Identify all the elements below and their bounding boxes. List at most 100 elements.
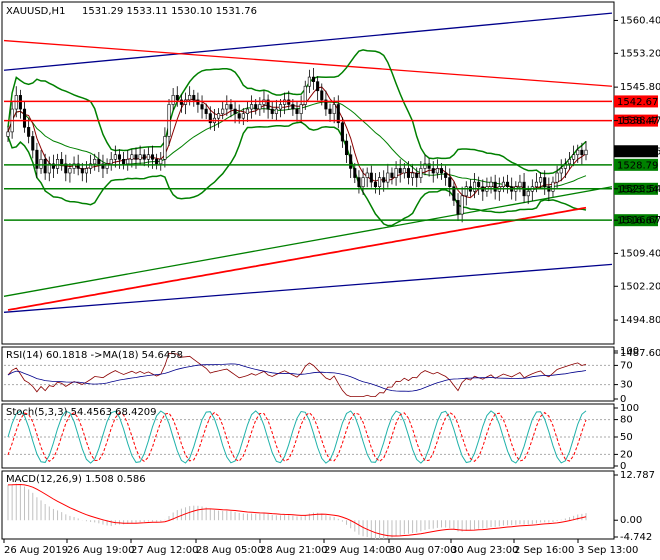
stoch-lines <box>4 410 612 464</box>
stoch-tick-label: 80 <box>620 415 633 426</box>
rsi-line <box>7 353 587 397</box>
candle-body <box>287 99 291 105</box>
trend-line-resistance <box>3 39 613 87</box>
price-ytick-label: 1553.20 <box>620 48 660 59</box>
trend-line-upper <box>3 12 613 71</box>
candle-body <box>51 163 55 169</box>
candle-body <box>84 168 88 174</box>
candle-body <box>543 177 547 188</box>
macd-signal-line <box>7 483 587 537</box>
x-tick-label: 2 Sep 16:00 <box>514 545 574 556</box>
macd-tick-label: 0.00 <box>620 515 642 526</box>
x-tick-label: 28 Aug 05:00 <box>196 545 263 556</box>
candle-body <box>138 154 142 160</box>
candle-body <box>122 158 126 165</box>
candle-body <box>200 104 204 110</box>
level-label: 1528.79 <box>617 160 658 171</box>
candle-body <box>217 113 221 119</box>
candle-body <box>501 181 505 188</box>
candle-body <box>361 177 365 188</box>
chart-ohlc: 1531.29 1533.11 1530.10 1531.76 <box>82 6 257 17</box>
candle-body <box>283 99 287 105</box>
candle-body <box>126 158 130 165</box>
level-label-box <box>614 158 658 171</box>
candle-body <box>80 168 84 174</box>
candle-body <box>142 154 146 160</box>
candle-body <box>415 172 419 178</box>
candle-body <box>188 95 192 101</box>
price-levels: 1542.67 1538.47 1531.76 1528.79 1523.54 1516.… <box>4 95 658 227</box>
candle-body <box>159 158 163 165</box>
trend-line-lower <box>3 263 613 313</box>
x-tick-label: 28 Aug 21:00 <box>260 545 327 556</box>
candle-body <box>31 136 35 151</box>
macd-panel-frame <box>1 470 615 540</box>
candle-body <box>534 181 538 188</box>
candle-body <box>43 158 47 174</box>
rsi-lines <box>4 353 612 397</box>
candle-body <box>76 163 80 169</box>
candle-body <box>576 149 580 156</box>
candle-body <box>353 168 357 178</box>
stoch-tick-label: 100 <box>620 403 639 414</box>
candle-body <box>254 104 258 110</box>
stoch-tick-label: 50 <box>620 432 633 443</box>
candle-body <box>365 172 369 178</box>
candle-body <box>18 95 22 110</box>
level-label-box <box>614 114 658 127</box>
candle-body <box>431 168 435 174</box>
candle-body <box>477 181 481 188</box>
candle-body <box>378 177 382 188</box>
macd-title: MACD(12,26,9) 1.508 0.586 <box>6 474 146 485</box>
candle-body <box>402 168 406 174</box>
candle-body <box>419 168 423 178</box>
candle-body <box>101 163 105 169</box>
level-label: 1538.47 <box>617 116 658 127</box>
candle-body <box>146 154 150 160</box>
candle-body <box>175 95 179 101</box>
candle-body <box>382 177 386 183</box>
candle-body <box>340 122 344 142</box>
candle-body <box>357 177 361 188</box>
candle-body <box>398 168 402 174</box>
candle-body <box>311 76 316 82</box>
candle-body <box>113 154 117 160</box>
candle-body <box>551 181 555 192</box>
candle-body <box>171 95 175 105</box>
candle-body <box>150 154 155 160</box>
candle-body <box>225 104 229 110</box>
x-tick-label: 26 Aug 19:00 <box>67 545 134 556</box>
candle-body <box>250 104 254 110</box>
candle-body <box>163 136 167 160</box>
stoch-tick-label: 20 <box>620 449 633 460</box>
candle-body <box>105 163 109 169</box>
candle-body <box>109 158 113 165</box>
x-tick-label: 27 Aug 12:00 <box>131 545 198 556</box>
x-tick-label: 3 Sep 13:00 <box>578 545 638 556</box>
price-ytick-label: 1516.67 <box>620 215 660 226</box>
price-y-axis: 1560.40 1553.20 1545.80 1538.47 1531.76 1523.… <box>614 15 660 359</box>
candle-body <box>394 168 398 178</box>
candle-body <box>427 163 431 169</box>
candle-body <box>196 99 200 105</box>
candle-body <box>472 181 477 192</box>
bollinger-upper <box>7 49 587 175</box>
candle-body <box>518 181 522 188</box>
candle-body <box>572 154 576 160</box>
candle-body <box>229 104 233 110</box>
price-ytick-label: 1545.80 <box>620 82 660 93</box>
candle-body <box>506 181 510 188</box>
candle-body <box>258 104 262 110</box>
price-ytick-label: 1560.40 <box>620 15 660 26</box>
candle-body <box>406 168 411 178</box>
candle-body <box>584 149 588 156</box>
candle-body <box>336 104 340 124</box>
price-ytick-label: 1487.60 <box>620 348 660 359</box>
candle-body <box>274 108 278 114</box>
candle-body <box>97 158 101 165</box>
rsi-ma-line <box>7 363 587 392</box>
candle-body <box>56 158 60 169</box>
candle-body <box>349 154 353 169</box>
candle-body <box>303 85 307 105</box>
